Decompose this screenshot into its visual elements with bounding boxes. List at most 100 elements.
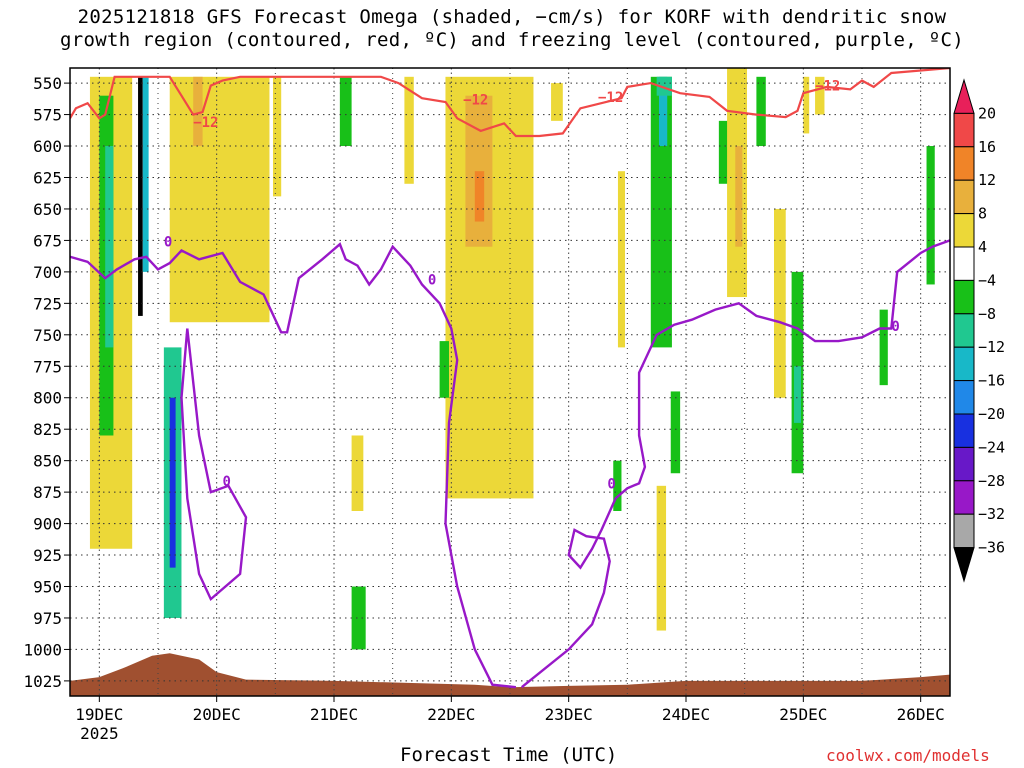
colorbar-label: −12 <box>978 338 1005 356</box>
colorbar-top-arrow <box>953 78 975 114</box>
y-tick-label: 575 <box>33 106 62 125</box>
omega-region <box>105 146 114 348</box>
y-tick-label: 550 <box>33 74 62 93</box>
y-axis: 550 575 600 625 650 675 700 725 750 775 800 825 850 8… <box>23 74 70 691</box>
colorbar-swatch <box>953 313 975 348</box>
colorbar-swatch <box>953 380 975 415</box>
colorbar-swatch <box>953 413 975 448</box>
contour-label: 0 <box>891 319 899 335</box>
x-tick-label: 21DEC <box>310 705 358 724</box>
freezing-level-line <box>520 239 950 689</box>
omega-region <box>656 485 667 631</box>
y-tick-label: 600 <box>33 137 62 156</box>
colorbar-label: −20 <box>978 405 1005 423</box>
grid-lines <box>70 68 950 696</box>
contour-labels: −12 −12 −12 −12 0 0 0 0 0 <box>164 79 900 493</box>
plot-frame <box>69 67 951 697</box>
omega-region <box>272 76 282 197</box>
colorbar-label: −28 <box>978 472 1005 490</box>
omega-region <box>879 309 888 386</box>
x-tick-label: 24DEC <box>662 705 710 724</box>
omega-region <box>670 391 681 474</box>
colorbar-swatch <box>953 179 975 215</box>
y-tick-label: 1000 <box>23 640 62 659</box>
colorbar-label: 16 <box>978 138 996 156</box>
surface-terrain <box>70 653 950 696</box>
colorbar-label: −4 <box>978 271 996 289</box>
y-tick-label: 975 <box>33 609 62 628</box>
colorbar-swatch <box>953 346 975 382</box>
omega-region <box>718 120 731 184</box>
contour-label: 0 <box>428 272 436 288</box>
contour-label: −12 <box>193 115 218 131</box>
y-tick-label: 725 <box>33 294 62 313</box>
omega-region <box>142 76 149 272</box>
omega-shading <box>89 68 935 650</box>
y-tick-label: 775 <box>33 357 62 376</box>
omega-region <box>756 76 766 147</box>
contour-label: 0 <box>223 474 231 490</box>
y-tick-label: 825 <box>33 420 62 439</box>
omega-region <box>351 435 364 511</box>
terrain-surface <box>70 653 950 696</box>
y-tick-label: 675 <box>33 231 62 250</box>
x-tick-label: 19DEC <box>75 705 123 724</box>
omega-region <box>339 76 352 147</box>
x-tick-label: 20DEC <box>193 705 241 724</box>
omega-region <box>926 146 935 285</box>
omega-region <box>803 76 810 134</box>
contour-label: −12 <box>463 92 488 108</box>
omega-region <box>474 171 485 222</box>
y-tick-label: 700 <box>33 263 62 282</box>
colorbar-swatch <box>953 246 975 281</box>
x-tick-label: 23DEC <box>545 705 593 724</box>
freezing-level-line <box>70 242 517 689</box>
omega-region <box>138 76 143 316</box>
colorbar-label: 12 <box>978 171 996 189</box>
colorbar-label: 8 <box>978 205 987 223</box>
y-tick-label: 925 <box>33 546 62 565</box>
colorbar-swatch <box>953 480 975 515</box>
y-tick-label: 875 <box>33 483 62 502</box>
y-tick-label: 800 <box>33 389 62 408</box>
colorbar-swatch <box>953 279 975 315</box>
omega-region <box>404 76 414 184</box>
y-tick-label: 1025 <box>23 672 62 691</box>
omega-region <box>617 171 625 348</box>
omega-region <box>613 460 622 511</box>
dgz-contour-line <box>70 68 950 138</box>
contour-label: 0 <box>607 476 615 492</box>
omega-region <box>169 76 270 323</box>
colorbar-bottom-arrow <box>953 547 975 583</box>
colorbar-swatch <box>953 213 975 248</box>
omega-region <box>193 76 203 147</box>
colorbar-label: −32 <box>978 505 1005 523</box>
colorbar-label: 20 <box>978 104 996 122</box>
colorbar-label: −16 <box>978 372 1005 390</box>
y-tick-label: 900 <box>33 515 62 534</box>
colorbar-label: 4 <box>978 238 987 256</box>
x-axis: 19DEC 20DEC 21DEC 22DEC 23DEC 24DEC 25DEC 26DEC… <box>75 696 945 743</box>
x-tick-label: 22DEC <box>427 705 475 724</box>
y-tick-label: 650 <box>33 200 62 219</box>
omega-region <box>169 397 176 568</box>
omega-region <box>815 76 825 115</box>
colorbar-label: −24 <box>978 438 1005 456</box>
colorbar-swatch <box>953 513 975 549</box>
x-axis-label: Forecast Time (UTC) <box>400 744 618 766</box>
colorbar-label: −36 <box>978 539 1005 557</box>
contour-label: 0 <box>164 235 172 251</box>
y-tick-label: 750 <box>33 326 62 345</box>
x-year-label: 2025 <box>80 724 119 743</box>
y-tick-label: 850 <box>33 452 62 471</box>
colorbar-swatch <box>953 146 975 181</box>
x-tick-label: 25DEC <box>779 705 827 724</box>
x-tick-label: 26DEC <box>897 705 945 724</box>
credit-text: coolwx.com/models <box>826 746 990 765</box>
contours <box>70 68 950 689</box>
y-tick-label: 625 <box>33 168 62 187</box>
contour-label: −12 <box>598 90 623 106</box>
omega-region <box>793 366 801 423</box>
colorbar-label: −8 <box>978 305 996 323</box>
